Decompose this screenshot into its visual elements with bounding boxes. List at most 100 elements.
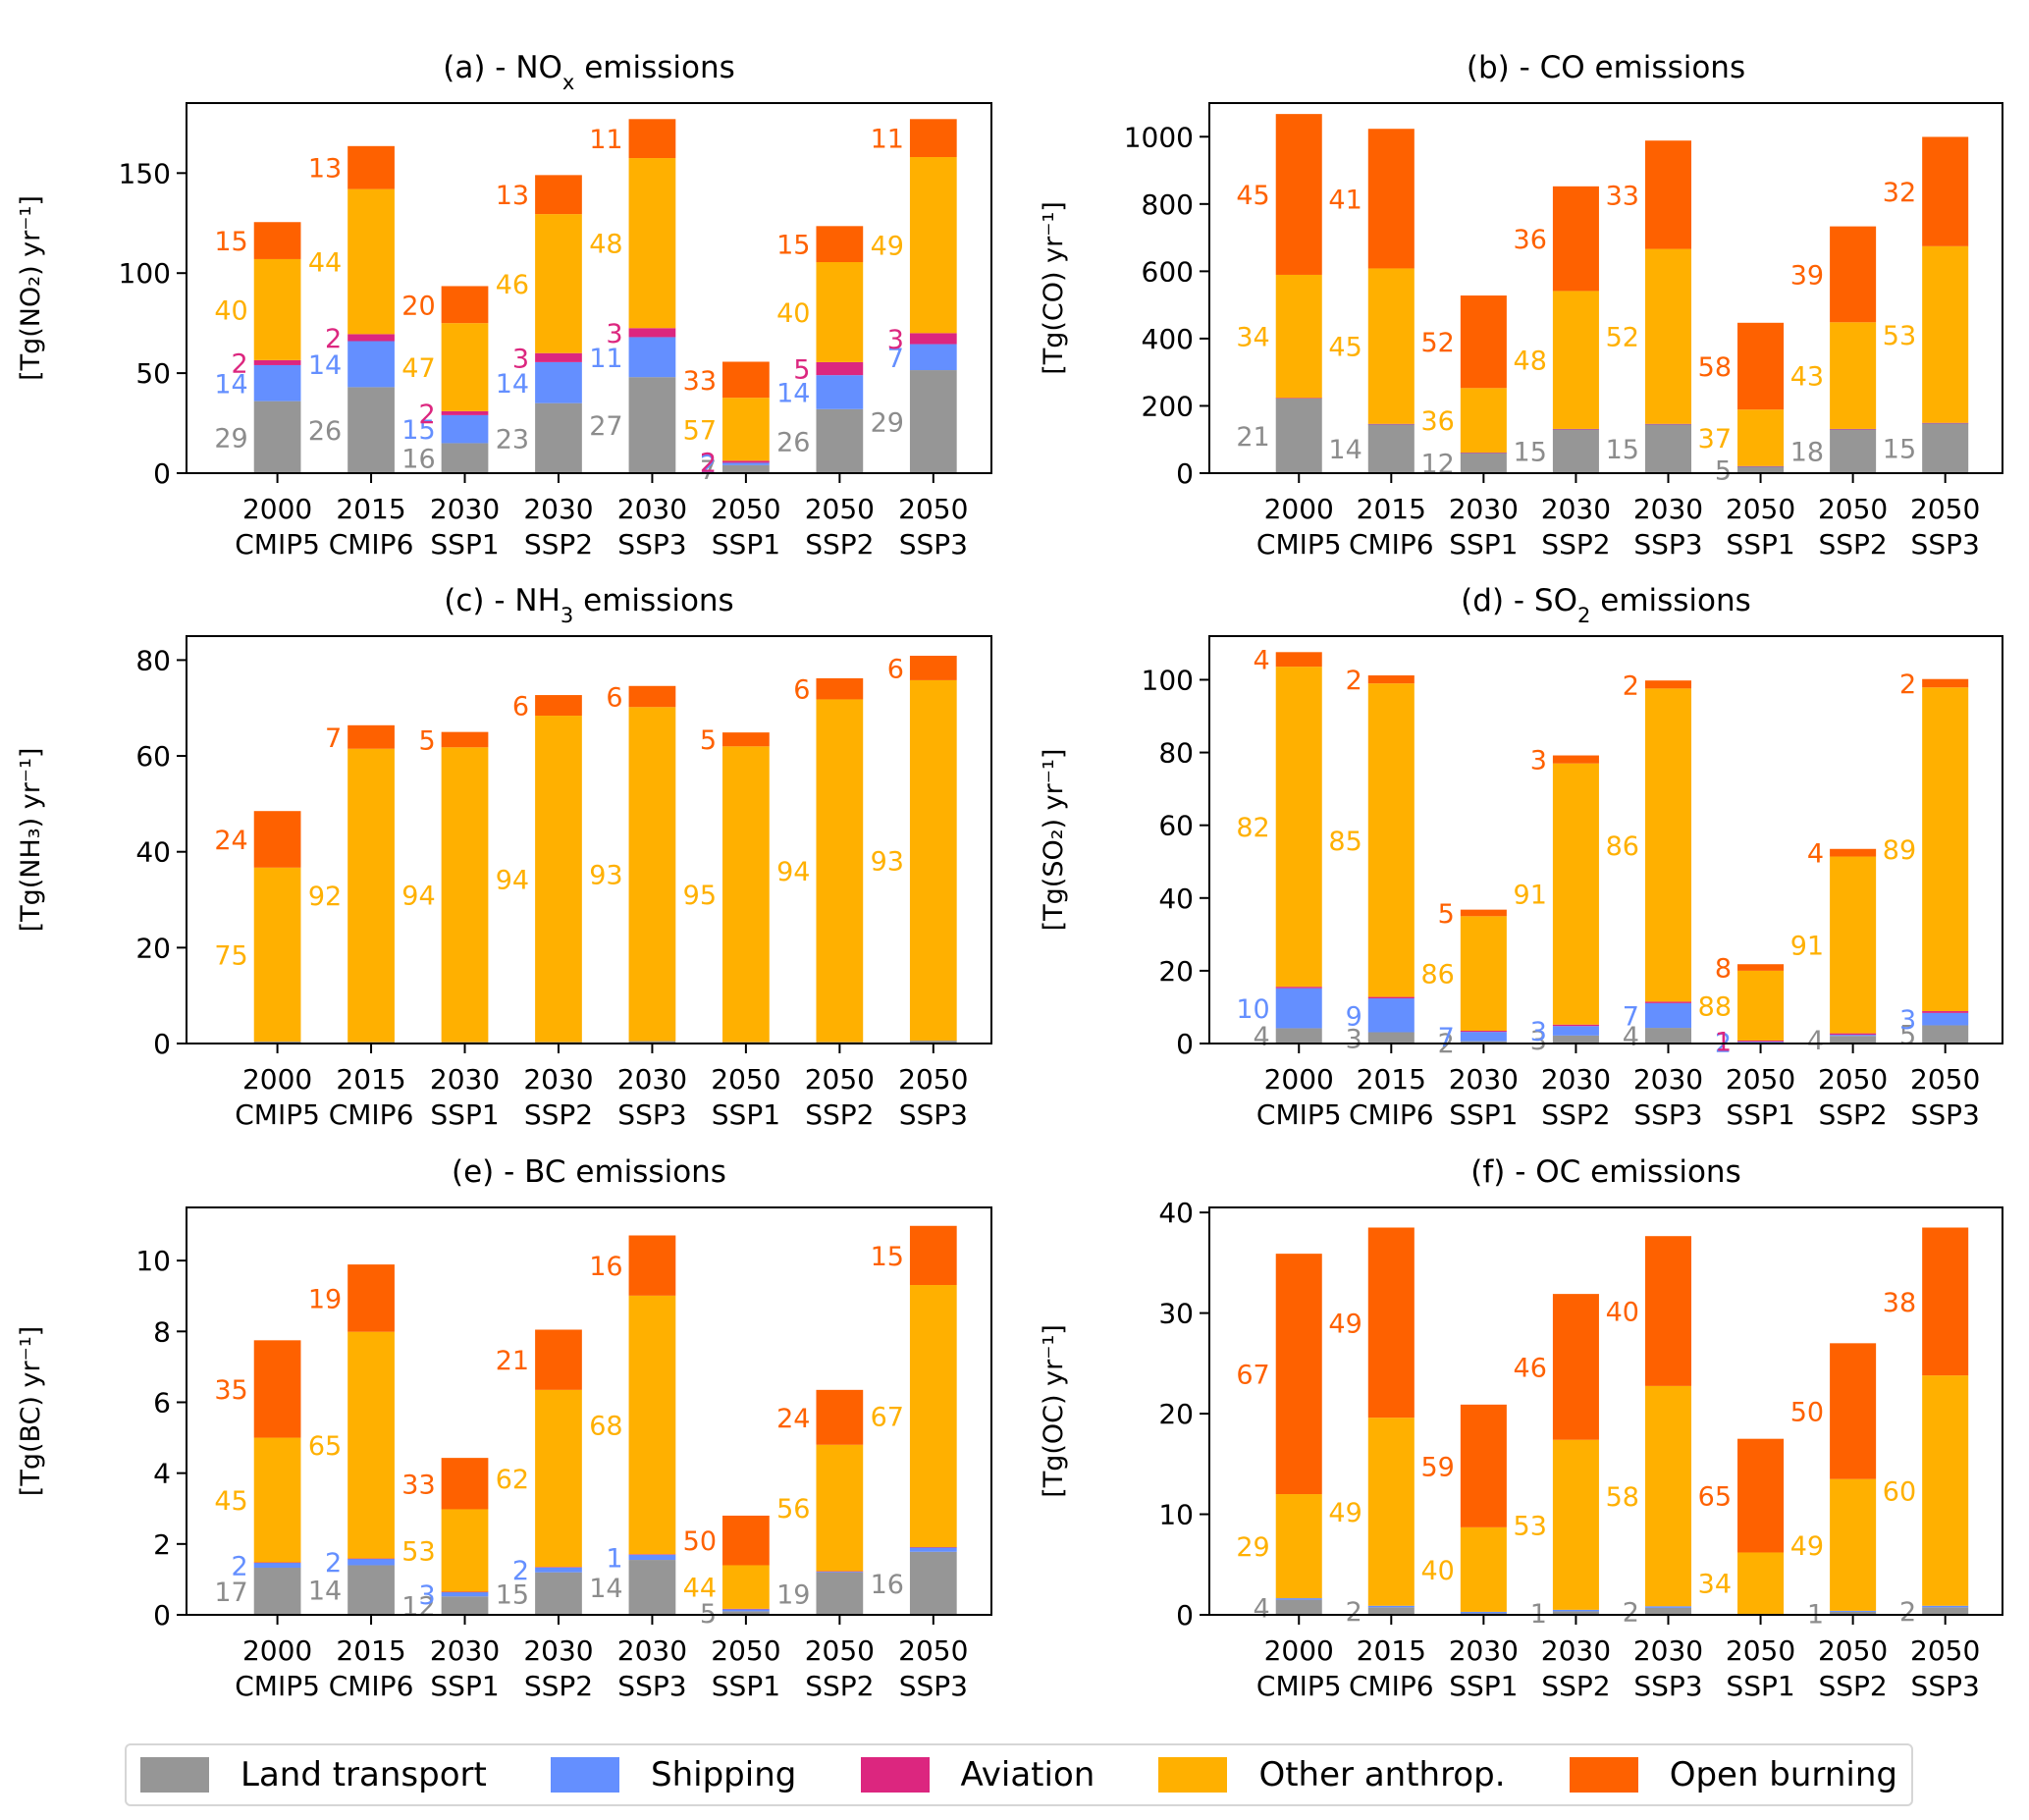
data-label-open-burning: 5 <box>700 725 717 756</box>
bar-segment-shipping <box>1275 988 1322 1029</box>
bar-segment-other-anthrop <box>441 323 489 411</box>
bar-segment-shipping <box>253 1562 301 1569</box>
data-label-other-anthrop: 92 <box>308 882 342 912</box>
data-label-other-anthrop: 49 <box>871 232 904 262</box>
bar-segment-land-transport <box>909 370 957 473</box>
data-label-land-transport: 14 <box>589 1574 622 1604</box>
x-tick-label: SSP2 <box>805 1098 874 1131</box>
y-tick-label: 20 <box>1158 1398 1194 1430</box>
x-tick-label: SSP2 <box>1818 528 1887 561</box>
y-tick-label: 800 <box>1142 188 1194 221</box>
bar-segment-aviation <box>1922 422 1969 424</box>
data-label-other-anthrop: 94 <box>401 881 435 911</box>
x-tick-label: SSP3 <box>1911 1670 1980 1702</box>
bar-segment-open-burning <box>1737 1438 1785 1553</box>
x-tick-label: 2030 <box>430 1063 500 1096</box>
data-label-land-transport: 7 <box>700 455 717 486</box>
x-tick-label: SSP3 <box>1633 1098 1702 1131</box>
bar-segment-shipping <box>441 414 489 444</box>
x-tick-label: SSP3 <box>1633 528 1702 561</box>
bar-segment-land-transport <box>628 1560 676 1615</box>
x-tick-label: 2015 <box>336 1634 405 1667</box>
y-axis-label: [Tg(CO) yr⁻¹] <box>1039 201 1069 375</box>
x-tick-label: 2015 <box>1357 493 1426 525</box>
x-tick-label: SSP1 <box>712 1098 780 1131</box>
x-tick-label: 2050 <box>1726 493 1795 525</box>
bar-segment-aviation <box>1830 428 1877 430</box>
y-tick-label: 200 <box>1142 390 1194 422</box>
legend-swatch-shipping <box>551 1757 619 1793</box>
data-label-other-anthrop: 43 <box>1790 362 1824 393</box>
y-tick-label: 0 <box>153 1599 171 1632</box>
bar-segment-aviation <box>441 410 489 415</box>
bar-segment-shipping <box>253 364 301 401</box>
y-tick-label: 0 <box>1176 457 1194 490</box>
x-tick-label: SSP1 <box>430 1098 499 1131</box>
panel-title: (b) - CO emissions <box>1467 50 1745 85</box>
bar-segment-open-burning <box>253 811 301 868</box>
bar-segment-land-transport <box>441 443 489 473</box>
bar-segment-other-anthrop <box>441 1509 489 1592</box>
bar-segment-land-transport <box>1922 1025 1969 1044</box>
data-label-other-anthrop: 91 <box>1514 881 1547 911</box>
data-label-open-burning: 15 <box>871 1242 904 1272</box>
data-label-land-transport: 3 <box>1346 1024 1362 1054</box>
y-axis-label: [Tg(SO₂) yr⁻¹] <box>1039 749 1069 932</box>
x-tick-label: 2030 <box>523 1063 593 1096</box>
data-label-other-anthrop: 40 <box>1420 1556 1454 1586</box>
bar-segment-land-transport <box>535 1572 582 1615</box>
bar-segment-aviation <box>1552 428 1599 430</box>
x-tick-label: 2030 <box>1541 1634 1611 1667</box>
plot-frame <box>186 102 992 474</box>
x-tick-label: CMIP6 <box>1349 1098 1434 1131</box>
data-label-other-anthrop: 57 <box>683 415 717 446</box>
bar-segment-other-anthrop <box>909 1285 957 1548</box>
x-tick-label: SSP2 <box>805 1670 874 1702</box>
legend-item-land-transport: Land transport <box>140 1755 487 1794</box>
bar-segment-open-burning <box>909 119 957 158</box>
legend-item-other-anthrop: Other anthrop. <box>1158 1755 1506 1794</box>
x-tick-label: CMIP6 <box>329 1670 414 1702</box>
bar-segment-land-transport <box>1460 1041 1507 1044</box>
data-label-open-burning: 41 <box>1328 185 1362 215</box>
legend-label-other-anthrop: Other anthrop. <box>1258 1755 1506 1794</box>
bar-segment-open-burning <box>1275 114 1322 275</box>
data-label-shipping: 3 <box>418 1580 435 1611</box>
data-label-other-anthrop: 53 <box>1883 321 1916 351</box>
bar-segment-land-transport <box>1830 429 1877 473</box>
data-label-other-anthrop: 34 <box>1236 323 1269 353</box>
data-label-shipping: 14 <box>496 369 529 400</box>
data-label-other-anthrop: 58 <box>1606 1482 1639 1513</box>
bar-segment-aviation <box>1275 987 1322 989</box>
bar-segment-other-anthrop <box>1367 268 1415 424</box>
y-tick-label: 0 <box>1176 1599 1194 1632</box>
bar-segment-other-anthrop <box>347 748 395 1043</box>
data-label-open-burning: 52 <box>1420 328 1454 358</box>
y-tick-label: 600 <box>1142 255 1194 288</box>
bar-segment-land-transport <box>816 1572 864 1615</box>
bar-segment-land-transport <box>1922 1607 1969 1615</box>
data-label-open-burning: 24 <box>776 1404 810 1434</box>
bar-segment-aviation <box>816 1571 864 1573</box>
x-tick-label: 2030 <box>1449 1063 1519 1096</box>
data-label-land-transport: 14 <box>1328 435 1362 465</box>
x-tick-label: SSP3 <box>899 528 968 561</box>
data-label-shipping: 3 <box>1530 1017 1547 1047</box>
bar-segment-open-burning <box>909 1225 957 1286</box>
data-label-other-anthrop: 94 <box>776 857 810 887</box>
data-label-other-anthrop: 65 <box>308 1431 342 1462</box>
data-label-land-transport: 12 <box>1420 450 1454 480</box>
x-tick-label: 2050 <box>805 1634 875 1667</box>
data-label-aviation: 3 <box>606 319 622 349</box>
bar-segment-land-transport <box>1737 466 1785 473</box>
y-tick-label: 2 <box>153 1528 171 1561</box>
bar-segment-shipping <box>535 1567 582 1573</box>
data-label-open-burning: 6 <box>887 654 904 684</box>
bar-segment-open-burning <box>722 732 770 747</box>
bar-segment-aviation <box>1922 1011 1969 1013</box>
x-tick-label: 2030 <box>617 1634 687 1667</box>
data-label-land-transport: 27 <box>589 411 622 442</box>
bar-segment-aviation <box>253 1562 301 1564</box>
bar-segment-other-anthrop <box>347 1331 395 1559</box>
data-label-land-transport: 3 <box>1530 1026 1547 1056</box>
